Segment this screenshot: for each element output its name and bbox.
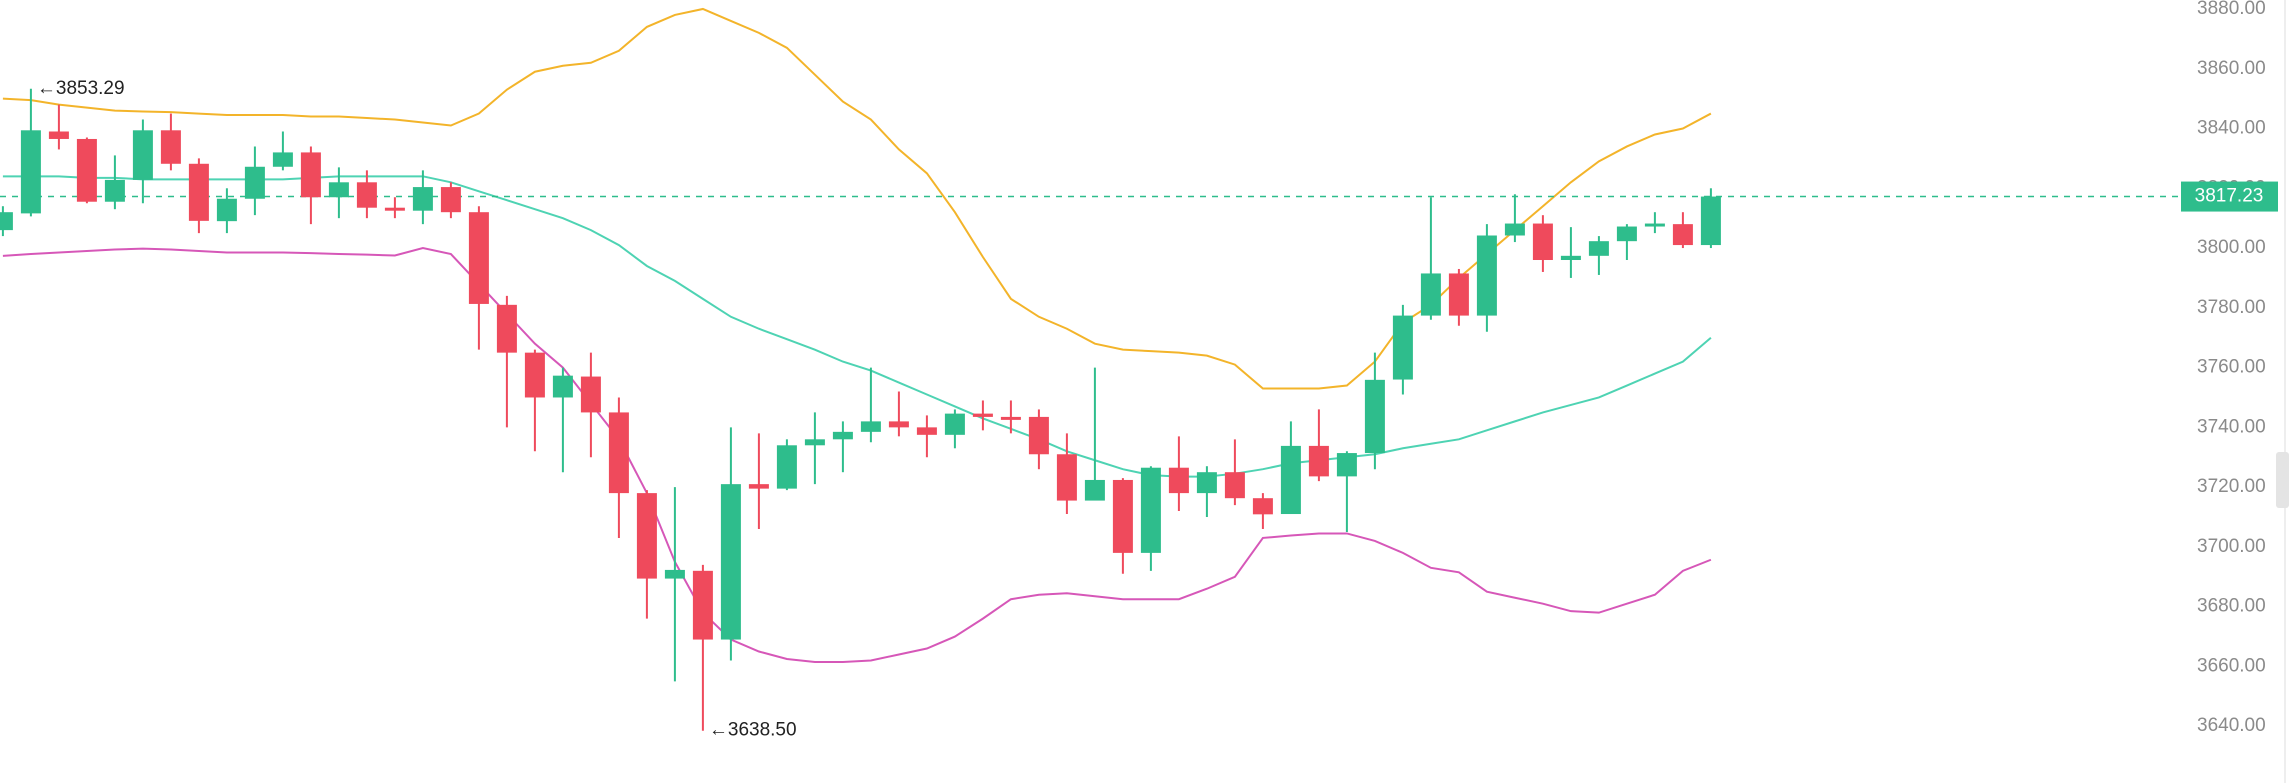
candle-body (524, 352, 545, 398)
candle-body (916, 427, 937, 435)
candle-body (972, 413, 993, 417)
candle-body (720, 484, 741, 640)
candle-body (1168, 467, 1189, 494)
candle-body (1000, 416, 1021, 420)
high-marker-label: 3853.29 (56, 78, 125, 99)
y-tick-label: 3840.00 (2197, 118, 2266, 139)
candle-body (1532, 223, 1553, 261)
candle-body (580, 376, 601, 413)
candle-body (1588, 241, 1609, 256)
candle-body (776, 445, 797, 489)
candle-body (1364, 379, 1385, 454)
candle-body (300, 152, 321, 198)
y-tick-label: 3880.00 (2197, 0, 2266, 19)
candle-body (748, 484, 769, 489)
candle-body (412, 187, 433, 211)
candle-body (1420, 273, 1441, 316)
y-tick-label: 3640.00 (2197, 715, 2266, 736)
y-tick-label: 3760.00 (2197, 357, 2266, 378)
candle-body (76, 138, 97, 202)
candle-body (160, 130, 181, 164)
candle-body (692, 570, 713, 640)
candle-body (132, 130, 153, 180)
candle-body (944, 413, 965, 435)
candle-body (328, 182, 349, 198)
last-price-label: 3817.23 (2195, 186, 2264, 207)
y-tick-label: 3800.00 (2197, 237, 2266, 258)
candle-body (1028, 416, 1049, 455)
candle-body (1672, 224, 1693, 246)
candle-body (272, 152, 293, 167)
candle-body (496, 304, 517, 353)
candle-body (468, 212, 489, 304)
candle-body (636, 493, 657, 579)
candle-body (1336, 453, 1357, 477)
candle-body (1504, 223, 1525, 236)
candle-body (1308, 445, 1329, 477)
y-tick-label: 3700.00 (2197, 536, 2266, 557)
candle-body (1616, 226, 1637, 242)
low-marker-label: 3638.50 (728, 720, 797, 741)
candle-body (356, 182, 377, 208)
candle-body (888, 421, 909, 428)
candle-body (0, 212, 13, 231)
candle-body (1560, 255, 1581, 261)
candle-body (860, 421, 881, 432)
candle-body (104, 179, 125, 202)
candle-body (244, 166, 265, 199)
y-tick-label: 3780.00 (2197, 297, 2266, 318)
candle-body (1700, 196, 1721, 246)
candle-body (1224, 472, 1245, 499)
band-line (2, 175, 1712, 478)
candle-body (804, 439, 825, 446)
y-tick-label: 3740.00 (2197, 416, 2266, 437)
candle-body (440, 187, 461, 213)
candle-body (1252, 498, 1273, 515)
candle-body (1140, 467, 1161, 553)
candle-body (1084, 479, 1105, 501)
candle-body (216, 198, 237, 222)
band-line (2, 7, 1712, 390)
candle-body (384, 207, 405, 211)
candle-body (20, 130, 41, 214)
y-tick-label: 3720.00 (2197, 476, 2266, 497)
candle-body (188, 163, 209, 221)
candle-body (608, 412, 629, 494)
panel-handle[interactable] (2276, 452, 2289, 508)
candle-body (1280, 445, 1301, 515)
candle-body (1448, 273, 1469, 316)
candle-body (832, 431, 853, 440)
y-tick-label: 3680.00 (2197, 596, 2266, 617)
candle-body (1644, 223, 1665, 227)
marker-arrow: ← (709, 720, 728, 741)
band-line (2, 247, 1712, 663)
candle-body (1476, 235, 1497, 316)
candle-body (552, 375, 573, 398)
y-tick-label: 3860.00 (2197, 58, 2266, 79)
marker-arrow: ← (37, 78, 56, 99)
candle-body (1112, 479, 1133, 553)
candle-body (664, 569, 685, 579)
candle-body (48, 131, 69, 139)
last-price-tag (2181, 181, 2278, 212)
candle-body (1392, 315, 1413, 380)
candle-body (1056, 454, 1077, 501)
candle-body (1196, 472, 1217, 494)
y-tick-label: 3660.00 (2197, 655, 2266, 676)
